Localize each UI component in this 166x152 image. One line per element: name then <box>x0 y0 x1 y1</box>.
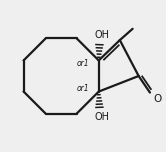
Text: or1: or1 <box>77 59 89 68</box>
Text: OH: OH <box>94 30 109 40</box>
Text: O: O <box>153 94 162 104</box>
Text: or1: or1 <box>77 84 89 93</box>
Text: OH: OH <box>94 112 109 122</box>
